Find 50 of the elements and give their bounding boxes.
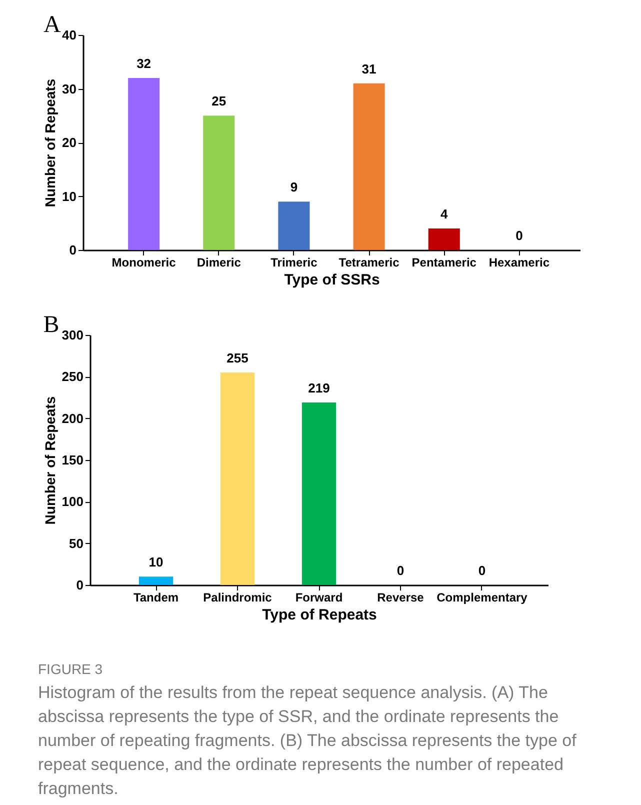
x-tick-label: Tetrameric — [338, 256, 400, 270]
bar — [220, 372, 255, 585]
data-label: 10 — [148, 554, 164, 570]
data-label: 0 — [396, 563, 404, 578]
bar — [428, 228, 460, 250]
y-axis-title: Number of Repeats — [42, 396, 58, 525]
y-tick-label: 300 — [62, 328, 84, 342]
bar — [278, 202, 310, 250]
y-tick-label: 20 — [62, 135, 76, 150]
x-tick-label: Tandem — [133, 590, 179, 604]
x-tick-label: Reverse — [377, 590, 424, 604]
chart-title: B — [43, 312, 60, 338]
y-tick-label: 200 — [62, 410, 84, 426]
y-tick-label: 100 — [62, 494, 84, 510]
y-tick-label: 250 — [62, 369, 84, 384]
caption: FIGURE 3 — [38, 661, 104, 677]
x-tick-label: Hexameric — [488, 256, 550, 270]
y-tick-label: 40 — [62, 28, 76, 42]
x-tick-label: Dimeric — [196, 256, 242, 270]
chart-title: A — [44, 12, 62, 38]
data-label: 219 — [308, 380, 330, 396]
y-tick-label: 0 — [69, 242, 76, 258]
x-tick-label: Palindromic — [203, 590, 272, 604]
data-label: 0 — [478, 563, 486, 578]
x-tick-label: Trimeric — [270, 256, 318, 270]
y-axis-title: Number of Repeats — [42, 78, 58, 208]
data-label: 9 — [290, 180, 298, 195]
data-label: 25 — [212, 94, 226, 109]
bar — [138, 576, 174, 585]
data-label: 0 — [516, 228, 523, 243]
x-axis-title: Type of Repeats — [262, 606, 377, 624]
x-tick-label: Complementary — [436, 590, 528, 604]
x-tick-label: Forward — [295, 590, 343, 604]
data-label: 31 — [362, 61, 376, 76]
bar — [203, 116, 235, 250]
x-tick-label: Monomeric — [112, 256, 176, 270]
y-tick-label: 150 — [62, 452, 84, 468]
y-tick-label: 50 — [69, 536, 84, 551]
x-tick-label: Pentameric — [412, 256, 477, 270]
y-tick-label: 0 — [76, 578, 84, 592]
bar — [353, 83, 385, 250]
y-tick-label: 10 — [62, 188, 76, 204]
data-label: 4 — [440, 206, 448, 222]
bar — [128, 78, 160, 250]
data-label: 255 — [226, 350, 248, 366]
bar — [302, 402, 336, 585]
y-tick-label: 30 — [62, 81, 76, 96]
x-axis-title: Type of SSRs — [284, 272, 380, 288]
text: Histogram of the results from the repeat sequence analysis. (A) The abscissa represents the type of SSR, and the ordinate represents the number of repeating fragments. (B) The abscissa represents the type of repeat sequence, and the ordinate represents the number of repeated fragments. — [38, 682, 578, 800]
data-label: 32 — [136, 56, 152, 71]
